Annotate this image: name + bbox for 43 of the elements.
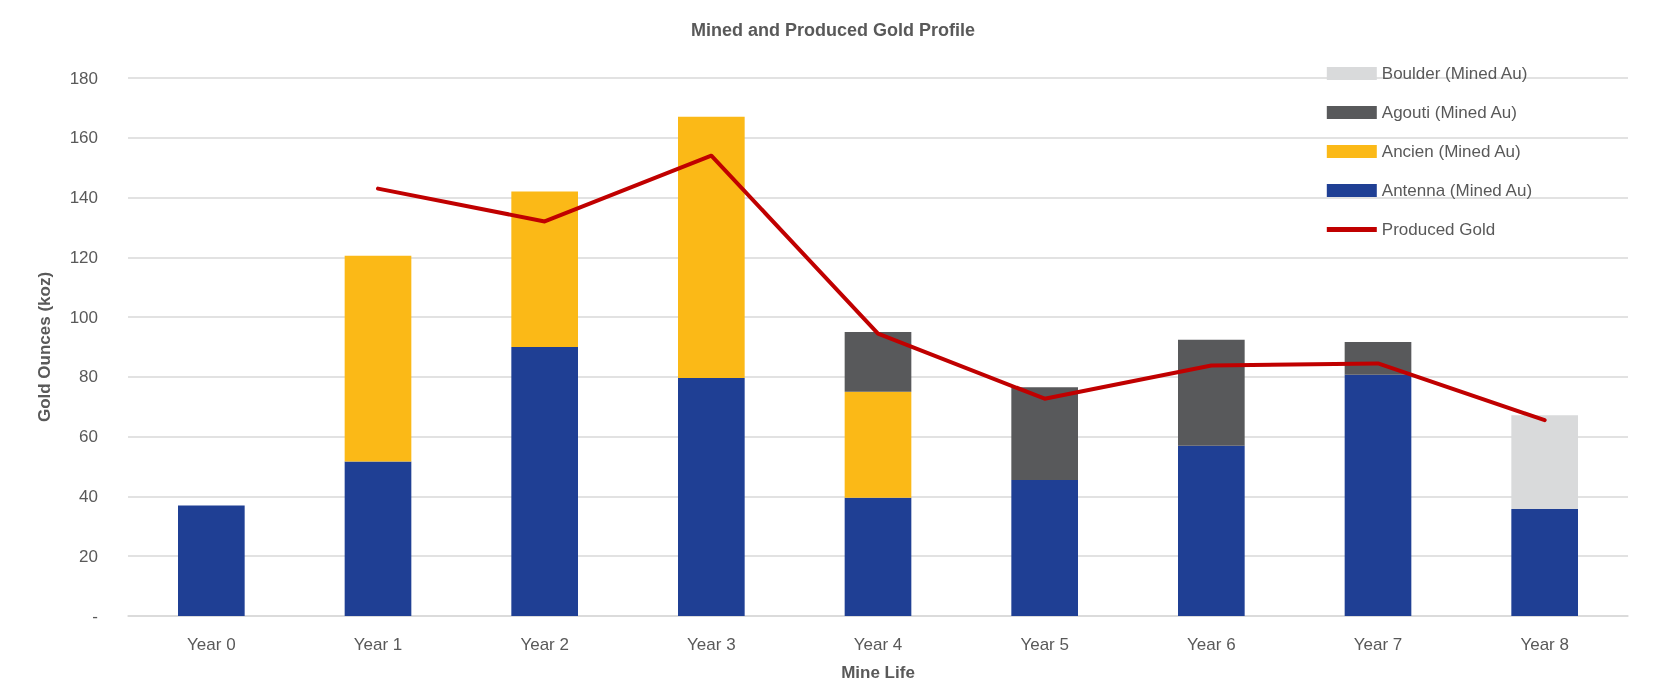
y-tick-label: 160 xyxy=(69,128,98,148)
y-tick-label: 20 xyxy=(79,546,98,566)
bar xyxy=(511,347,578,616)
bar xyxy=(1511,509,1578,616)
x-tick-label: Year 6 xyxy=(1187,635,1236,654)
y-tick-label: 80 xyxy=(79,367,98,387)
x-axis-title: Mine Life xyxy=(841,663,915,682)
y-tick-label: 140 xyxy=(69,188,98,208)
y-tick-label: 180 xyxy=(69,68,98,88)
legend-label: Ancien (Mined Au) xyxy=(1381,142,1521,161)
y-tick-label: 40 xyxy=(79,486,98,506)
y-tick-label: 60 xyxy=(79,427,98,447)
bar xyxy=(844,391,912,498)
bar xyxy=(344,255,412,462)
bar xyxy=(1178,339,1245,446)
x-tick-label: Year 5 xyxy=(1020,635,1069,654)
y-tick-label: - xyxy=(92,606,98,626)
y-tick-label: 120 xyxy=(69,247,98,267)
legend-label: Boulder (Mined Au) xyxy=(1381,64,1528,83)
bar xyxy=(1011,480,1078,616)
x-tick-label: Year 8 xyxy=(1520,635,1569,654)
legend-label: Antenna (Mined Au) xyxy=(1381,181,1533,200)
y-axis-title: Gold Ounces (koz) xyxy=(35,271,54,423)
x-tick-label: Year 7 xyxy=(1353,635,1403,654)
y-tick-label: 100 xyxy=(69,307,98,327)
legend-label: Agouti (Mined Au) xyxy=(1381,103,1517,122)
legend-label: Produced Gold xyxy=(1381,220,1496,239)
x-tick-label: Year 1 xyxy=(353,635,403,654)
bar xyxy=(678,378,745,616)
x-tick-label: Year 0 xyxy=(187,635,236,654)
chart-title: Mined and Produced Gold Profile xyxy=(690,20,976,40)
bar xyxy=(511,191,578,347)
bar xyxy=(1344,374,1412,616)
bar xyxy=(1011,387,1078,481)
bar xyxy=(344,461,412,616)
bar xyxy=(678,116,745,379)
x-tick-label: Year 2 xyxy=(520,635,569,654)
bar xyxy=(1178,445,1245,616)
x-tick-label: Year 4 xyxy=(853,635,903,654)
bar xyxy=(178,505,245,616)
x-tick-label: Year 3 xyxy=(687,635,736,654)
bar xyxy=(844,497,912,616)
bar xyxy=(844,332,912,392)
